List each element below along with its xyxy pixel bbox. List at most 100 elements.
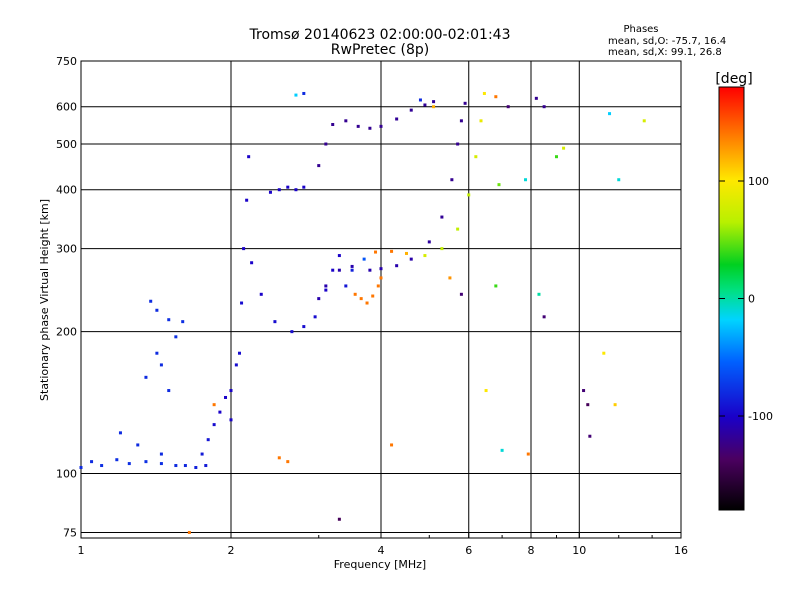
data-point	[331, 268, 335, 272]
colorbar-label: [deg]	[715, 71, 752, 87]
data-point	[365, 301, 369, 305]
x-tick-label: 8	[528, 544, 535, 557]
data-point	[524, 178, 528, 182]
data-point	[432, 100, 436, 104]
y-tick-label: 500	[56, 138, 77, 151]
data-point	[273, 320, 277, 324]
data-point	[242, 247, 246, 251]
data-point	[237, 351, 241, 355]
data-point	[350, 268, 354, 272]
data-point	[302, 325, 306, 329]
data-point	[432, 105, 436, 109]
data-point	[542, 315, 546, 319]
data-point	[247, 155, 251, 159]
data-point	[613, 403, 617, 407]
data-point	[277, 456, 281, 460]
data-point	[368, 126, 372, 130]
data-point	[337, 517, 341, 521]
data-point	[250, 261, 254, 265]
data-point	[302, 185, 306, 189]
data-point	[500, 448, 504, 452]
data-point	[324, 142, 328, 146]
data-point	[167, 389, 171, 393]
stats-line-o: mean, sd,O: -75.7, 16.4	[608, 36, 726, 47]
data-point	[286, 185, 290, 189]
data-point	[144, 375, 148, 379]
data-point	[187, 530, 191, 534]
data-point	[423, 254, 427, 258]
data-point	[526, 452, 530, 456]
data-point	[409, 257, 413, 261]
x-axis-label: Frequency [MHz]	[334, 558, 426, 571]
data-point	[379, 276, 383, 280]
y-tick-label: 75	[63, 526, 77, 539]
data-point	[353, 292, 357, 296]
data-point	[183, 464, 187, 468]
data-point	[344, 119, 348, 123]
data-point	[608, 112, 612, 116]
data-point	[537, 292, 541, 296]
colorbar-ticks: 100 0 -100	[719, 175, 773, 423]
data-point	[379, 124, 383, 128]
data-point	[115, 458, 119, 462]
data-point	[155, 308, 159, 312]
data-point	[204, 464, 208, 468]
data-point	[313, 315, 317, 319]
data-point	[404, 251, 408, 255]
chart-title: Tromsø 20140623 02:00:00-02:01:43	[249, 27, 511, 43]
data-point	[409, 108, 413, 112]
data-points	[79, 91, 646, 534]
data-point	[200, 452, 204, 456]
data-point	[229, 389, 233, 393]
data-point	[118, 431, 122, 435]
data-point	[144, 460, 148, 464]
data-point	[218, 410, 222, 414]
data-point	[376, 284, 380, 288]
data-point	[506, 105, 510, 109]
y-tick-label: 400	[56, 184, 77, 197]
grid-lines	[81, 60, 681, 538]
data-point	[229, 418, 233, 422]
data-point	[423, 103, 427, 107]
data-point	[368, 268, 372, 272]
stats-heading: Phases	[623, 24, 658, 35]
data-point	[450, 178, 454, 182]
data-point	[427, 240, 431, 244]
data-point	[206, 438, 210, 442]
data-point	[586, 403, 590, 407]
colorbar-tick-label: 0	[748, 293, 755, 306]
data-point	[459, 119, 463, 123]
data-point	[418, 98, 422, 102]
stats-line-x: mean, sd,X: 99.1, 26.8	[608, 47, 722, 58]
colorbar-tick-label: 100	[748, 175, 769, 188]
data-point	[159, 363, 163, 367]
data-point	[324, 284, 328, 288]
data-point	[602, 351, 606, 355]
colorbar-tick-label: -100	[748, 410, 773, 423]
data-point	[290, 330, 294, 334]
data-point	[194, 466, 198, 470]
data-point	[379, 267, 383, 271]
x-axis-ticks: 1 2 4 6 8 10 16	[78, 532, 688, 557]
data-point	[302, 91, 306, 95]
data-point	[534, 96, 538, 100]
x-tick-label: 10	[572, 544, 586, 557]
data-point	[479, 119, 483, 123]
data-point	[448, 276, 452, 280]
data-point	[100, 464, 104, 468]
data-point	[294, 93, 298, 97]
y-tick-label: 300	[56, 243, 77, 256]
data-point	[456, 142, 460, 146]
data-point	[159, 452, 163, 456]
data-point	[167, 318, 171, 322]
data-point	[390, 443, 394, 447]
data-point	[245, 198, 249, 202]
y-axis-ticks: 75 100 200 300 400 500 600 750	[56, 55, 77, 539]
data-point	[440, 215, 444, 219]
x-tick-label: 16	[674, 544, 688, 557]
data-point	[562, 146, 566, 150]
data-point	[617, 178, 621, 182]
data-point	[277, 188, 281, 192]
data-point	[350, 264, 354, 268]
